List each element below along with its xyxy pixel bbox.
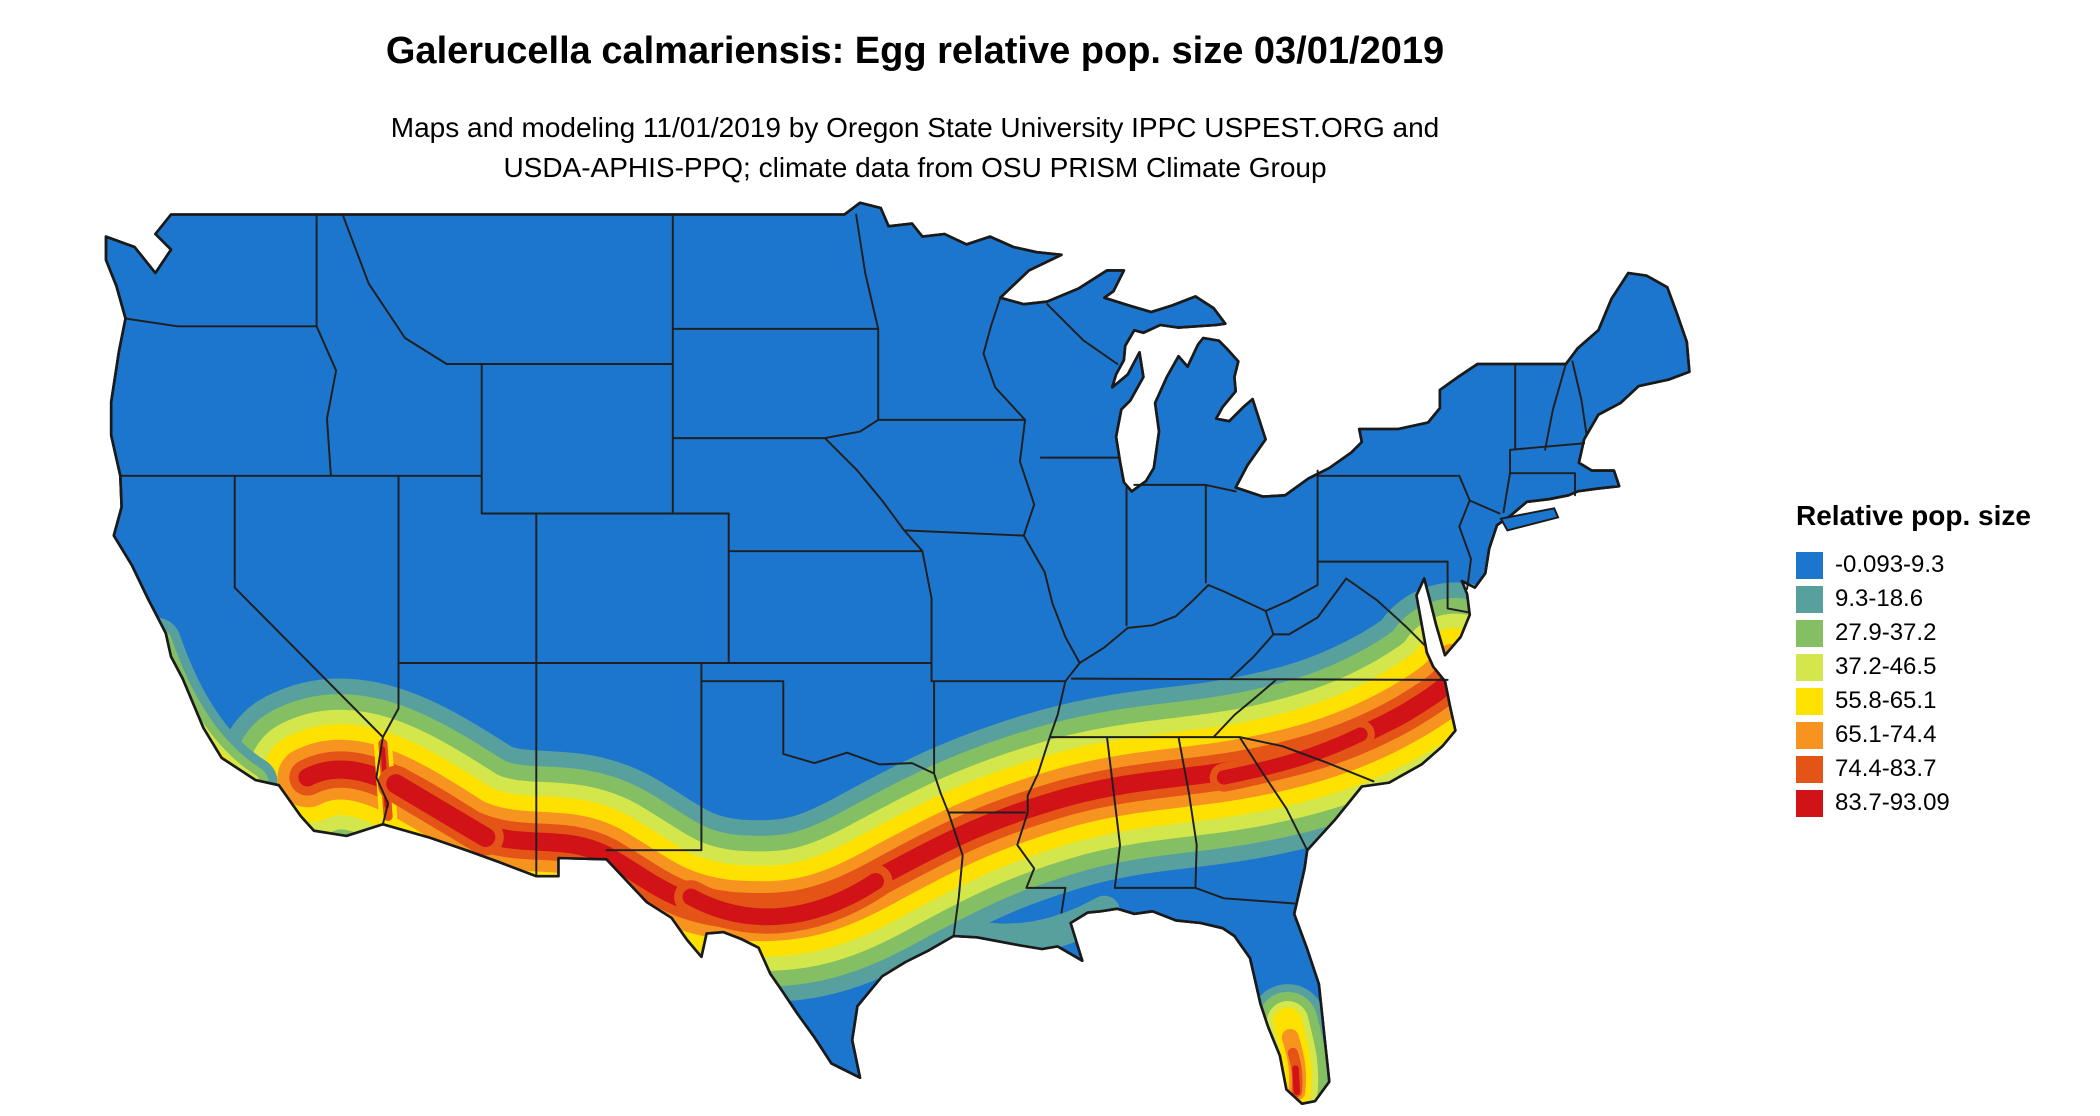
legend-swatch-orange (1796, 721, 1823, 749)
legend-item: 65.1-74.4 (1796, 718, 2031, 752)
us-population-map (80, 195, 1731, 1105)
subtitle-line-1: Maps and modeling 11/01/2019 by Oregon S… (390, 112, 1440, 143)
page-subtitle: Maps and modeling 11/01/2019 by Oregon S… (0, 108, 1830, 188)
legend-title: Relative pop. size (1796, 500, 2031, 531)
band-texas-red (682, 872, 885, 926)
legend-swatch-green (1796, 619, 1823, 647)
legend-item: 83.7-93.09 (1796, 786, 2031, 820)
band-georgia-red (1216, 727, 1368, 785)
legend-swatch-yellow (1796, 687, 1823, 715)
legend-item: -0.093-9.3 (1796, 548, 2031, 582)
legend-label: 55.8-65.1 (1835, 687, 1937, 714)
legend-item: 37.2-46.5 (1796, 650, 2031, 684)
legend-label: 37.2-46.5 (1835, 653, 1937, 680)
subtitle-line-2: USDA-APHIS-PPQ; climate data from OSU PR… (503, 152, 1327, 183)
band-arizona-red (386, 774, 496, 847)
page-title: Galerucella calmariensis: Egg relative p… (385, 30, 1445, 72)
us-coast-outline (104, 201, 1691, 1105)
legend-label: 65.1-74.4 (1835, 721, 1937, 748)
band-florida-red (1292, 1065, 1301, 1096)
legend-item: 74.4-83.7 (1796, 752, 2031, 786)
legend-item: 27.9-37.2 (1796, 616, 2031, 650)
legend-swatch-blue (1796, 551, 1823, 579)
legend-swatch-yellowgreen (1796, 653, 1823, 681)
legend: Relative pop. size -0.093-9.3 9.3-18.6 2… (1796, 500, 2031, 820)
legend-swatch-orangered (1796, 755, 1823, 783)
legend-label: -0.093-9.3 (1835, 551, 1945, 578)
legend-label: 27.9-37.2 (1835, 619, 1937, 646)
state-borders (119, 213, 1588, 937)
legend-swatch-teal (1796, 585, 1823, 613)
legend-label: 9.3-18.6 (1835, 585, 1924, 612)
legend-label: 74.4-83.7 (1835, 755, 1937, 782)
legend-item: 55.8-65.1 (1796, 684, 2031, 718)
long-island (1499, 507, 1560, 532)
us-landmass (104, 201, 1691, 1105)
legend-swatch-red (1796, 789, 1823, 817)
us-map-svg (104, 201, 1691, 1105)
legend-item: 9.3-18.6 (1796, 582, 2031, 616)
legend-label: 83.7-93.09 (1835, 789, 1950, 816)
population-raster-bands (129, 582, 1547, 1104)
